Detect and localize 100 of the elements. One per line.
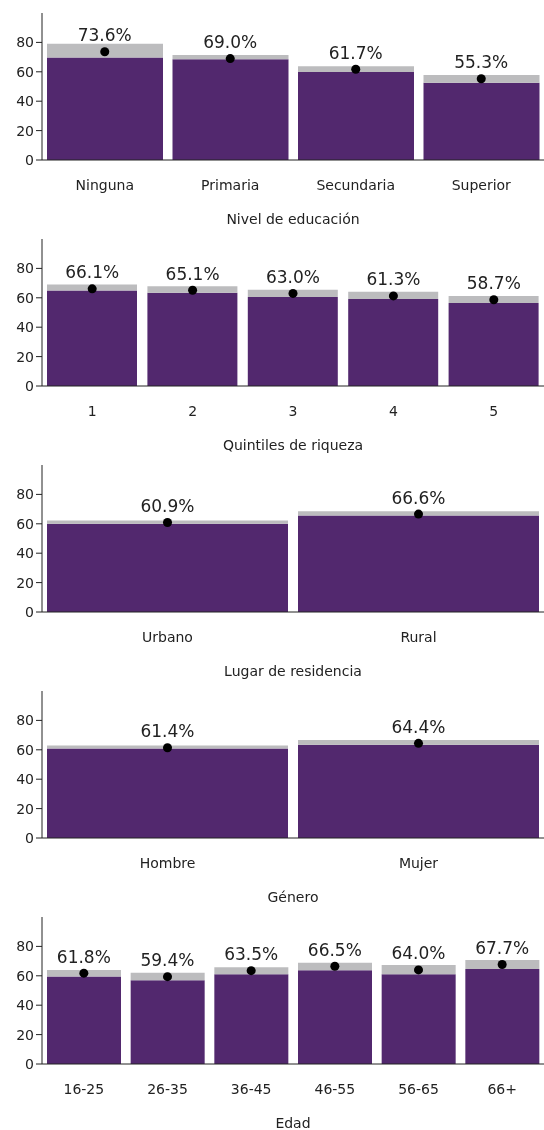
y-tick-label: 40 [16,997,34,1014]
bar [214,974,289,1064]
point [330,961,340,971]
y-tick-label: 60 [16,63,34,80]
bar [448,303,539,386]
x-axis-title: Edad [275,1115,311,1130]
bar [47,748,288,838]
x-axis-title: Lugar de residencia [224,663,362,679]
x-tick-label: 16-25 [63,1080,105,1097]
bar [348,299,439,386]
x-axis-title: Quintiles de riqueza [222,437,364,453]
y-tick-label: 40 [16,545,34,562]
bar [47,290,137,386]
y-tick-label: 60 [16,289,34,306]
y-tick-label: 0 [25,1055,34,1072]
x-tick-label: 4 [388,402,398,419]
y-tick-label: 80 [16,486,34,503]
point [246,966,256,976]
x-tick-label: 26-35 [147,1080,188,1097]
bar [298,71,414,160]
point [413,965,424,975]
y-tick-label: 40 [16,319,34,336]
point [388,291,398,301]
y-tick-label: 0 [25,603,34,620]
point [79,968,89,978]
point [162,972,173,982]
bar [298,511,539,516]
bar [47,745,288,749]
data-label: 65.1% [165,263,220,284]
x-tick-label: Primaria [201,176,260,193]
bar [47,976,121,1064]
data-label: 66.6% [391,487,446,508]
data-label: 67.7% [475,937,530,958]
y-tick-label: 60 [16,515,34,532]
bar [381,964,456,975]
data-label: 60.9% [140,495,195,516]
x-tick-label: Secundaria [316,176,396,193]
x-tick-label: 2 [188,402,198,419]
data-label: 73.6% [77,25,132,46]
data-label: 64.4% [391,716,446,737]
data-label: 61.3% [366,269,421,290]
bar [147,292,238,386]
x-tick-label: 5 [489,402,499,419]
y-tick-label: 60 [16,741,34,758]
x-tick-label: Superior [451,176,512,193]
point [188,285,198,295]
bar [298,970,372,1064]
bar [381,974,456,1064]
y-tick-label: 80 [16,938,34,955]
x-tick-label: 3 [288,402,298,419]
bar [247,296,338,386]
point [497,959,507,969]
y-tick-label: 80 [16,712,34,729]
data-label: 63.0% [265,266,321,287]
point [87,284,97,294]
bar [423,82,540,160]
x-axis-title: Género [267,889,319,905]
point [476,74,486,84]
y-tick-label: 60 [16,967,34,984]
y-tick-label: 40 [16,771,34,788]
bar [465,959,540,969]
bar [298,66,414,72]
point [225,54,235,64]
data-label: 64.0% [391,943,446,964]
bar [130,980,205,1064]
y-tick-label: 0 [25,151,34,168]
x-tick-label: 56-65 [398,1080,439,1097]
data-label: 66.5% [307,939,362,960]
data-label: 55.3% [454,52,509,73]
x-axis-title: Nivel de educación [226,211,360,227]
data-label: 58.7% [466,273,521,294]
x-tick-label: Ninguna [75,176,134,193]
y-tick-label: 0 [25,829,34,846]
x-tick-label: Hombre [139,854,196,871]
x-tick-label: Urbano [142,628,193,645]
x-tick-label: Mujer [398,854,439,871]
data-label: 61.7% [328,42,383,63]
x-tick-label: 66+ [487,1080,517,1097]
y-tick-label: 20 [16,1026,34,1043]
bar [47,43,163,58]
point [100,47,110,57]
bar [465,968,540,1064]
point [288,288,298,298]
data-label: 69.0% [203,32,258,53]
x-tick-label: 36-45 [230,1080,272,1097]
point [351,64,361,74]
x-tick-label: Rural [400,628,437,645]
y-tick-label: 80 [16,34,34,51]
y-tick-label: 40 [16,93,34,110]
y-tick-label: 20 [16,574,34,591]
bar [172,59,289,160]
y-tick-label: 20 [16,122,34,139]
bar [298,744,539,838]
bar [298,515,539,612]
bar [423,74,540,83]
bar [47,520,288,524]
bar [147,286,238,293]
y-tick-label: 20 [16,348,34,365]
bar [47,284,137,291]
x-tick-label: 1 [87,402,97,419]
